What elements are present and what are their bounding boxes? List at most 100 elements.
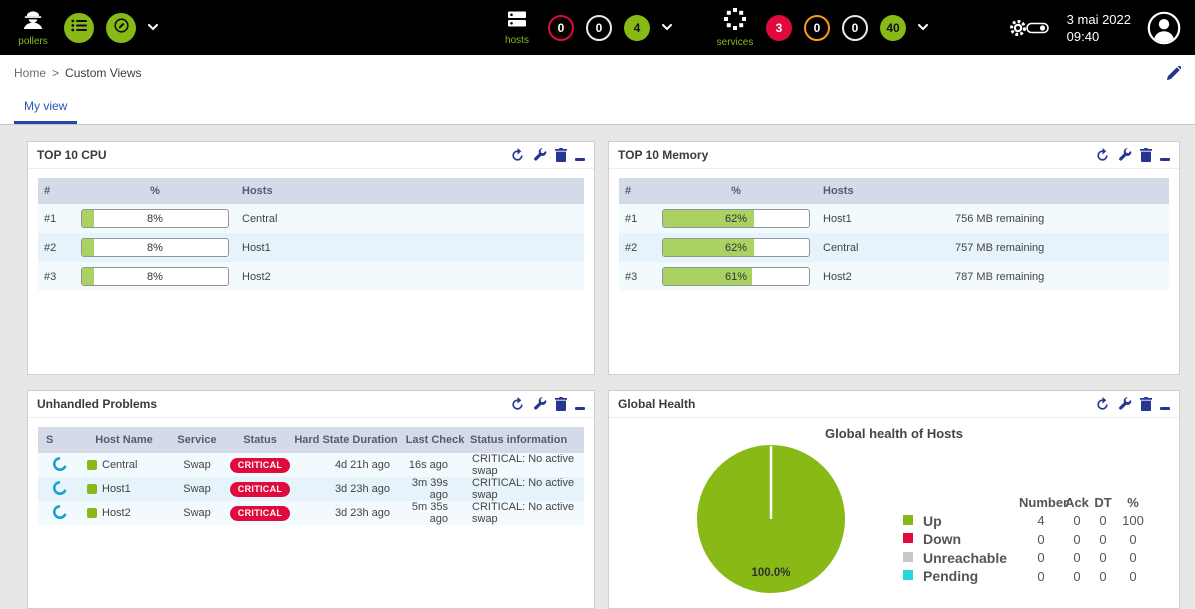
services-chevron-down-icon[interactable] bbox=[918, 24, 928, 31]
bar-fill bbox=[82, 268, 94, 285]
refresh-button[interactable] bbox=[1095, 396, 1110, 412]
pollers-chevron-down-icon[interactable] bbox=[148, 24, 158, 31]
breadcrumb-separator: > bbox=[52, 66, 60, 80]
settings-toggle[interactable] bbox=[1007, 17, 1051, 39]
table-row[interactable]: Central Swap CRITICAL 4d 21h ago 16s ago… bbox=[38, 453, 584, 477]
legend-pct: 0 bbox=[1129, 550, 1137, 566]
table-row[interactable]: #3 8% Host2 bbox=[38, 262, 584, 291]
cpu-usage-bar: 8% bbox=[81, 267, 229, 286]
configure-button[interactable] bbox=[1118, 148, 1132, 162]
legend-dt: 0 bbox=[1099, 531, 1107, 547]
legend-number: 0 bbox=[1037, 568, 1045, 584]
table-row[interactable]: #1 8% Central bbox=[38, 204, 584, 233]
status-badge: CRITICAL bbox=[229, 505, 291, 521]
hosts-health-pie-chart: 100.0% bbox=[695, 443, 847, 600]
services-group: services 3 0 0 40 bbox=[716, 7, 928, 48]
configure-button[interactable] bbox=[533, 148, 547, 162]
table-row[interactable]: #3 61% Host2 787 MB remaining bbox=[619, 262, 1169, 291]
services-critical-badge[interactable]: 3 bbox=[766, 14, 792, 41]
clock: 3 mai 2022 09:40 bbox=[1067, 11, 1131, 45]
column-header: Service bbox=[177, 434, 217, 446]
hosts-menu[interactable]: hosts bbox=[498, 9, 536, 46]
refresh-button[interactable] bbox=[510, 396, 525, 412]
problems-table: S Host Name Service Status Hard State Du… bbox=[38, 427, 584, 525]
minimize-button[interactable] bbox=[1160, 158, 1170, 161]
legend-label: Pending bbox=[923, 568, 979, 585]
delete-button[interactable] bbox=[555, 397, 567, 411]
table-row[interactable]: Host2 Swap CRITICAL 3d 23h ago 5m 35s ag… bbox=[38, 501, 584, 525]
edit-view-button[interactable] bbox=[1166, 65, 1181, 81]
breadcrumb-home-link[interactable]: Home bbox=[14, 66, 47, 80]
list-icon bbox=[71, 19, 87, 37]
host-name[interactable]: Central bbox=[242, 212, 278, 225]
minimize-button[interactable] bbox=[575, 158, 585, 161]
host-name[interactable]: Host1 bbox=[242, 241, 271, 254]
host-name[interactable]: Host1 bbox=[823, 212, 852, 225]
hosts-unreachable-badge[interactable]: 0 bbox=[586, 14, 612, 41]
table-row[interactable]: #2 62% Central 757 MB remaining bbox=[619, 233, 1169, 262]
chart-title: Global health of Hosts bbox=[825, 426, 963, 441]
status-badge: CRITICAL bbox=[229, 481, 291, 497]
rank-cell: #2 bbox=[625, 241, 638, 254]
host-name[interactable]: Host2 bbox=[823, 270, 852, 283]
legend-swatch bbox=[903, 570, 913, 581]
delete-button[interactable] bbox=[1140, 397, 1152, 411]
pollers-menu[interactable]: pollers bbox=[14, 8, 52, 47]
poller-configuration-button[interactable] bbox=[106, 12, 136, 43]
bar-label: 8% bbox=[147, 242, 163, 254]
service-name[interactable]: Swap bbox=[183, 507, 211, 519]
service-name[interactable]: Swap bbox=[183, 459, 211, 471]
delete-button[interactable] bbox=[555, 148, 567, 162]
services-ok-badge[interactable]: 40 bbox=[880, 14, 906, 41]
pollers-group: pollers bbox=[14, 8, 158, 47]
host-name[interactable]: Central bbox=[823, 241, 859, 254]
host-name[interactable]: Host2 bbox=[102, 507, 131, 519]
last-check: 16s ago bbox=[408, 459, 448, 471]
refresh-button[interactable] bbox=[510, 147, 525, 163]
minimize-button[interactable] bbox=[575, 407, 585, 410]
table-row[interactable]: Host1 Swap CRITICAL 3d 23h ago 3m 39s ag… bbox=[38, 477, 584, 501]
hosts-down-badge[interactable]: 0 bbox=[548, 14, 574, 41]
host-up-indicator bbox=[87, 460, 97, 470]
bar-label: 62% bbox=[724, 242, 748, 254]
host-name[interactable]: Central bbox=[102, 459, 138, 471]
cpu-table: # % Hosts #1 8% Central #2 8% Host1 #3 8… bbox=[38, 178, 584, 291]
tab-my-view[interactable]: My view bbox=[14, 99, 78, 124]
minimize-button[interactable] bbox=[1160, 407, 1170, 410]
centreon-service-icon[interactable] bbox=[52, 480, 67, 498]
services-unknown-badge[interactable]: 0 bbox=[842, 14, 868, 41]
services-menu[interactable]: services bbox=[716, 7, 754, 48]
hosts-up-badge[interactable]: 4 bbox=[624, 14, 650, 41]
services-label: services bbox=[716, 37, 754, 48]
host-name[interactable]: Host1 bbox=[102, 483, 131, 495]
centreon-service-icon[interactable] bbox=[52, 504, 67, 522]
panel-header: TOP 10 CPU bbox=[28, 142, 594, 169]
delete-button[interactable] bbox=[1140, 148, 1152, 162]
panel-header: Global Health bbox=[609, 391, 1179, 418]
legend-column-header: DT bbox=[1094, 494, 1112, 510]
dashboard-grid: TOP 10 CPU # % Hosts #1 8% Central bbox=[0, 125, 1195, 609]
configure-button[interactable] bbox=[1118, 397, 1132, 411]
legend-number: 0 bbox=[1037, 531, 1045, 547]
pollers-icon bbox=[21, 8, 45, 35]
hosts-chevron-down-icon[interactable] bbox=[662, 24, 672, 31]
service-name[interactable]: Swap bbox=[183, 483, 211, 495]
column-header: Status bbox=[243, 434, 277, 446]
poller-list-button[interactable] bbox=[64, 12, 94, 43]
services-warning-badge[interactable]: 0 bbox=[804, 14, 830, 41]
rank-cell: #1 bbox=[625, 212, 638, 225]
refresh-button[interactable] bbox=[1095, 147, 1110, 163]
user-avatar[interactable] bbox=[1147, 11, 1181, 45]
host-name[interactable]: Host2 bbox=[242, 270, 271, 283]
services-icon bbox=[723, 7, 747, 36]
memory-table: # % Hosts #1 62% Host1 756 MB remaining … bbox=[619, 178, 1169, 291]
table-row[interactable]: #1 62% Host1 756 MB remaining bbox=[619, 204, 1169, 233]
column-header: Hard State Duration bbox=[294, 434, 398, 446]
status-information: CRITICAL: No active swap bbox=[472, 453, 575, 477]
centreon-service-icon[interactable] bbox=[52, 456, 67, 474]
legend-ack: 0 bbox=[1073, 513, 1081, 529]
table-row[interactable]: #2 8% Host1 bbox=[38, 233, 584, 262]
configure-button[interactable] bbox=[533, 397, 547, 411]
column-header: Hosts bbox=[242, 185, 273, 197]
column-header: % bbox=[150, 185, 160, 197]
